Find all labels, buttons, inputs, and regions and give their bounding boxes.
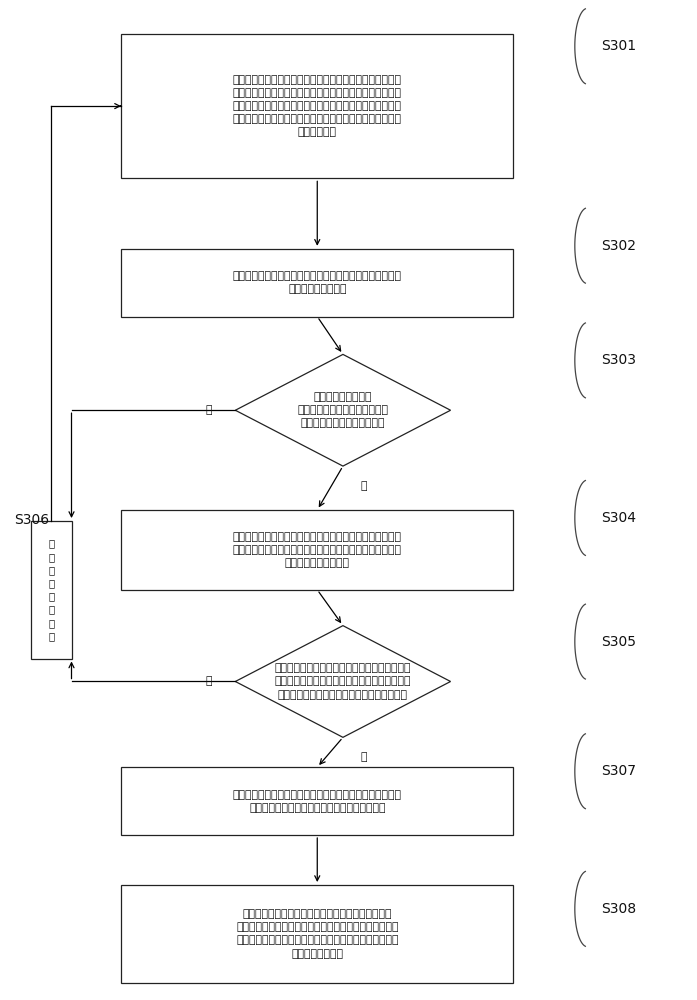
Text: 是: 是: [360, 752, 367, 762]
Text: 电机控制器实时采集电机的实际转速信息、实际转向信息以
及实际输出转矩信息: 电机控制器实时采集电机的实际转速信息、实际转向信息以 及实际输出转矩信息: [233, 271, 401, 294]
Text: S302: S302: [602, 239, 636, 253]
Bar: [121, 510, 514, 590]
Text: 电机控制器判断是否
电机的当前转速小于第二预设阈
值以及电机当前处于转矩模式: 电机控制器判断是否 电机的当前转速小于第二预设阈 值以及电机当前处于转矩模式: [298, 392, 388, 428]
Text: S306: S306: [14, 513, 49, 527]
Text: 电机控制器将当前估算的电机所需要的输出转矩作为电机进
入零转速控制模式时电机所需要的初始输出转矩: 电机控制器将当前估算的电机所需要的输出转矩作为电机进 入零转速控制模式时电机所需…: [233, 790, 401, 813]
Text: S305: S305: [602, 635, 636, 649]
Text: S303: S303: [602, 353, 636, 367]
Text: 否: 否: [206, 676, 212, 686]
Text: 根据初始输出转矩通过比例积分控制器调节出电机在
坡道上驻车时电机当前所需要的输出转矩，并根据当前所
需要的输出转矩控制电机进行扭矩输出，以及将电机的转
速调节至: 根据初始输出转矩通过比例积分控制器调节出电机在 坡道上驻车时电机当前所需要的输出…: [236, 909, 399, 959]
Bar: [121, 249, 514, 317]
Text: 电机控制器实时根据车速信息、加速度信息、电机的实际转
速信息以及实际输出转矩信息估算电动汽车在坡道上驻车时
电机所需要的输出转矩: 电机控制器实时根据车速信息、加速度信息、电机的实际转 速信息以及实际输出转矩信息…: [233, 532, 401, 568]
Text: 电动汽车在坡道上进行停车或起步的过程中，整车控制器实
时采集电动汽车的加速踏板信号、挡位信号以及车速信号，
并根据加速踏板信号、挡位信号以及车速信号分别生成电机: 电动汽车在坡道上进行停车或起步的过程中，整车控制器实 时采集电动汽车的加速踏板信…: [233, 75, 401, 137]
Bar: [121, 34, 514, 178]
Bar: [121, 767, 514, 835]
Text: S304: S304: [602, 511, 636, 525]
Bar: [121, 885, 514, 983]
Text: 是: 是: [360, 481, 367, 491]
Text: S301: S301: [602, 39, 636, 53]
Text: 否: 否: [206, 405, 212, 415]
Text: 电机控制器根据挡位指令、电机的转矩指令、故
障信息、电机的实际转速信息以及实际转向信息
判断电机是否满足进入零转速控制模式的条件: 电机控制器根据挡位指令、电机的转矩指令、故 障信息、电机的实际转速信息以及实际转…: [275, 663, 411, 700]
Text: 电
机
进
入
转
矩
模
式: 电 机 进 入 转 矩 模 式: [48, 539, 54, 641]
Polygon shape: [236, 354, 450, 466]
Bar: [31, 521, 72, 659]
Text: S307: S307: [602, 764, 636, 778]
Polygon shape: [236, 626, 450, 737]
Text: S308: S308: [602, 902, 636, 916]
